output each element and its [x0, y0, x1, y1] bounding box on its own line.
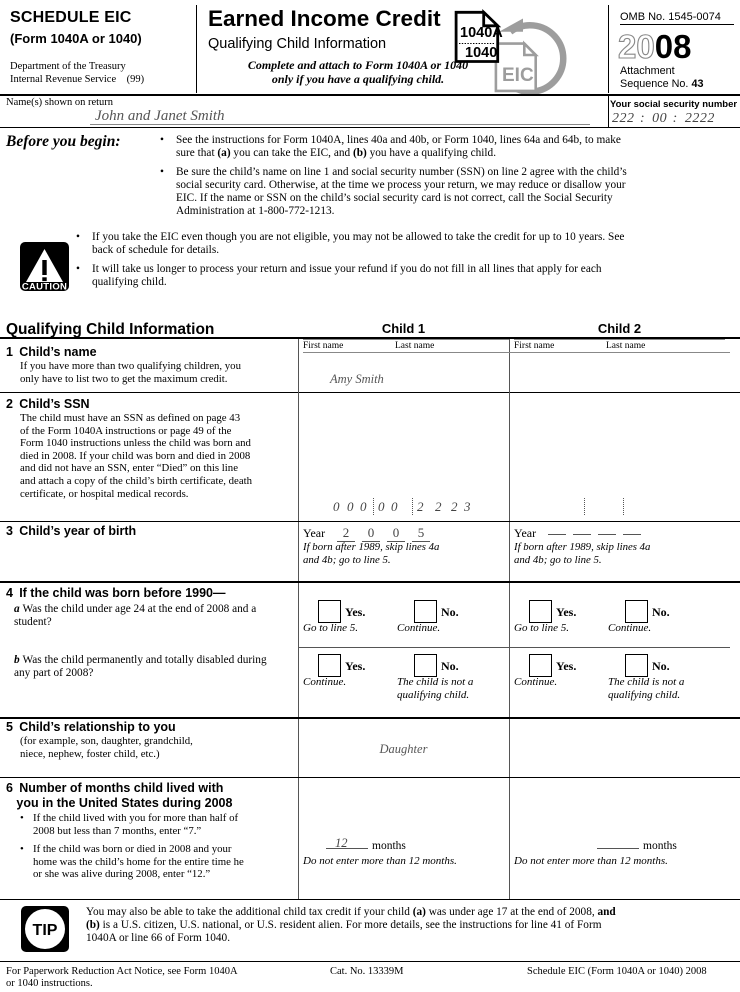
svg-text:1040: 1040: [465, 45, 497, 61]
svg-text:TIP: TIP: [33, 922, 58, 939]
svg-text:CAUTION: CAUTION: [22, 282, 67, 292]
svg-text:1040A: 1040A: [460, 25, 503, 41]
svg-text:EIC: EIC: [502, 65, 534, 86]
